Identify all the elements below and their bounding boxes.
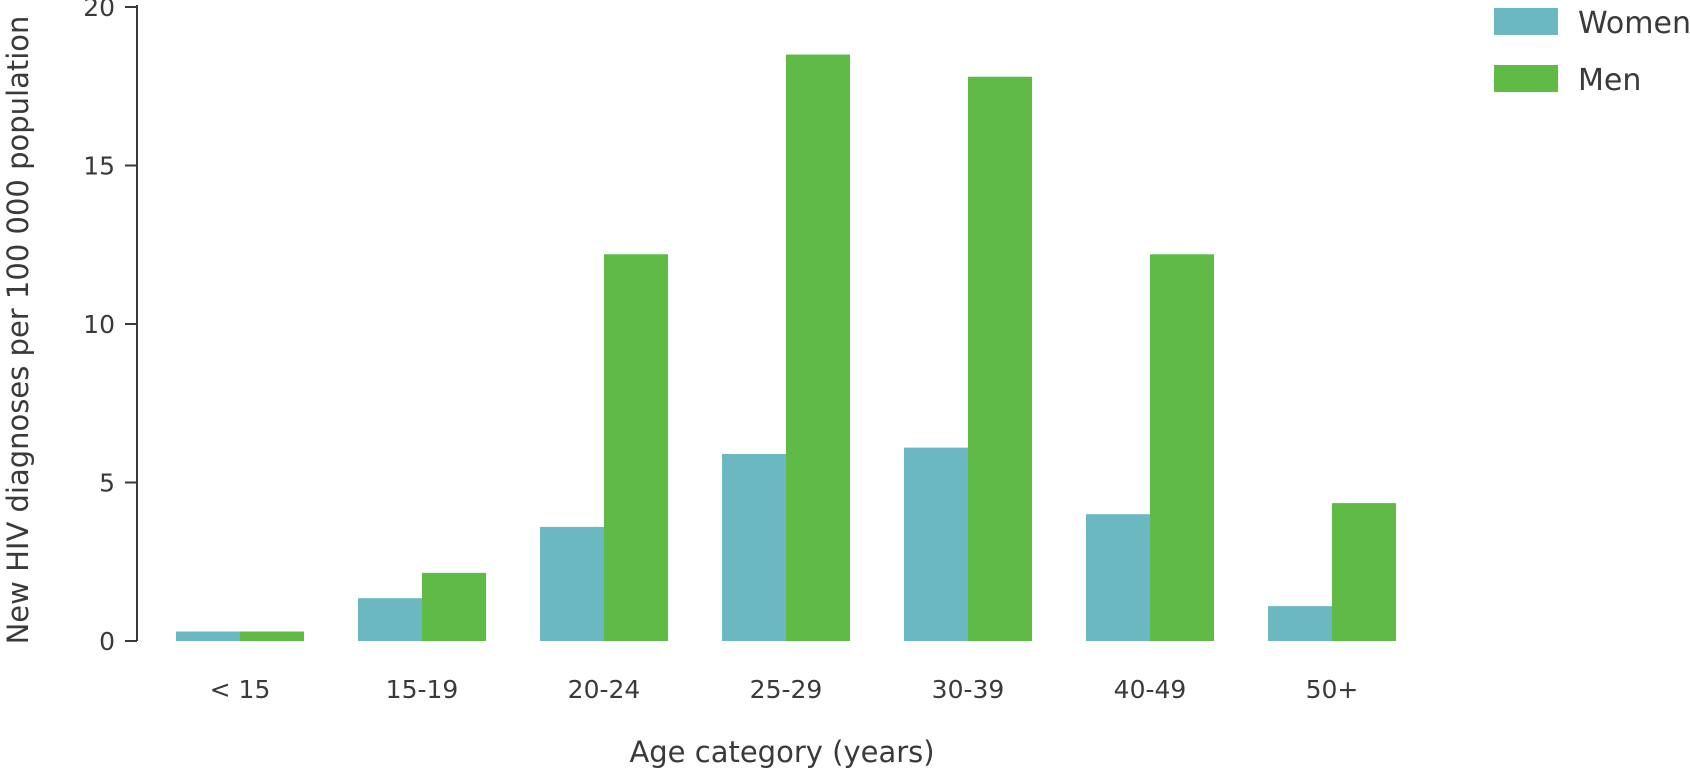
bar-men-1 xyxy=(422,572,486,641)
x-ticks-group: < 15 15-19 20-24 25-29 30-39 40-49 50+ xyxy=(210,675,1359,704)
bar-women-4 xyxy=(904,447,968,641)
bar-men-4 xyxy=(968,76,1032,642)
bar-men-0 xyxy=(240,631,304,641)
legend: Women Men xyxy=(1494,6,1690,98)
bar-women-1 xyxy=(358,598,422,641)
y-tick-label-0: 0 xyxy=(99,627,115,656)
y-tick-label-2: 10 xyxy=(83,310,115,339)
legend-swatch-men xyxy=(1494,65,1558,92)
y-tick-label-3: 15 xyxy=(83,152,115,181)
x-tick-label-1: 15-19 xyxy=(386,675,459,704)
x-tick-label-4: 30-39 xyxy=(932,675,1005,704)
legend-label-men: Men xyxy=(1578,63,1641,98)
x-tick-label-2: 20-24 xyxy=(568,675,641,704)
y-tick-label-1: 5 xyxy=(99,469,115,498)
bar-women-2 xyxy=(540,526,604,641)
bars-group xyxy=(176,54,1396,642)
bar-women-3 xyxy=(722,453,786,641)
x-tick-label-6: 50+ xyxy=(1306,675,1359,704)
bar-men-2 xyxy=(604,254,668,641)
bar-men-5 xyxy=(1150,254,1214,641)
y-axis-title: New HIV diagnoses per 100 000 population xyxy=(1,16,35,645)
x-tick-label-3: 25-29 xyxy=(750,675,823,704)
y-tick-label-4: 20 xyxy=(83,0,115,22)
legend-label-women: Women xyxy=(1578,6,1690,41)
x-axis-title: Age category (years) xyxy=(629,735,934,769)
bar-men-6 xyxy=(1332,503,1396,641)
bar-women-0 xyxy=(176,631,240,641)
legend-swatch-women xyxy=(1494,8,1558,35)
bar-women-5 xyxy=(1086,514,1150,641)
y-ticks-group: 0 5 10 15 20 xyxy=(83,0,137,656)
bar-women-6 xyxy=(1268,606,1332,641)
bar-men-3 xyxy=(786,54,850,642)
x-tick-label-0: < 15 xyxy=(210,675,271,704)
x-tick-label-5: 40-49 xyxy=(1114,675,1187,704)
